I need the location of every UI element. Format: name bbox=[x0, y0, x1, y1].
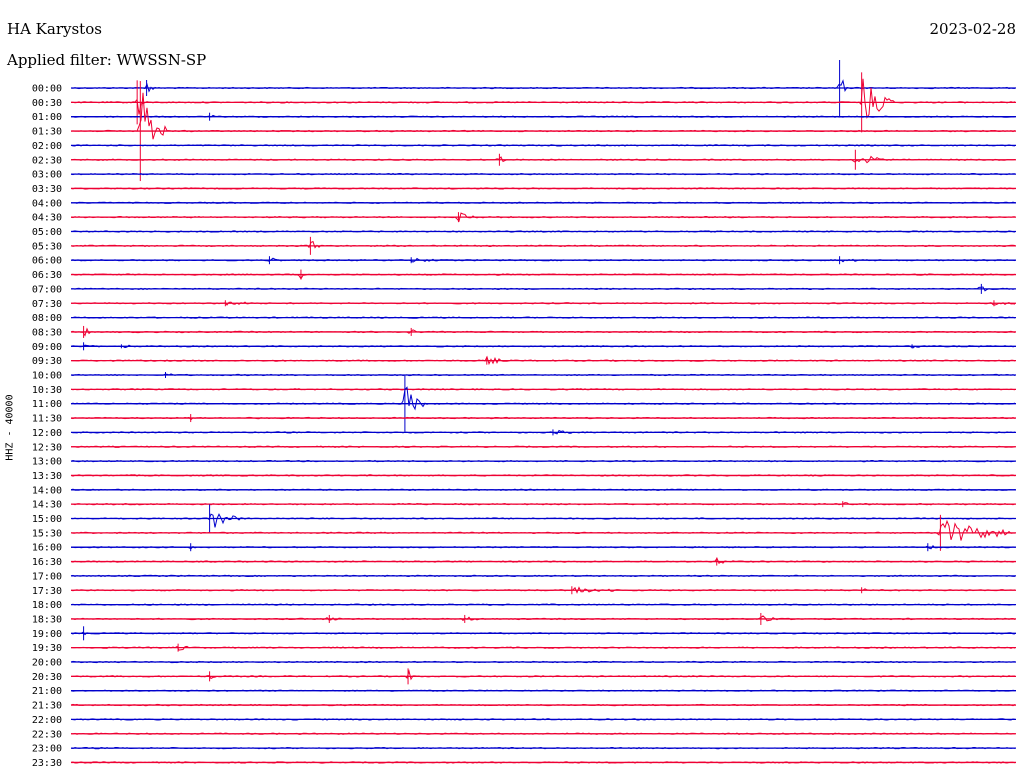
row-time-label: 01:00 bbox=[32, 112, 62, 123]
row-time-label: 12:00 bbox=[32, 428, 62, 439]
row-time-label: 06:00 bbox=[32, 256, 62, 267]
row-time-label: 11:30 bbox=[32, 414, 62, 425]
row-time-label: 18:00 bbox=[32, 600, 62, 611]
row-time-label: 11:00 bbox=[32, 399, 62, 410]
row-time-label: 19:00 bbox=[32, 629, 62, 640]
row-time-label: 13:30 bbox=[32, 471, 62, 482]
row-time-label: 04:00 bbox=[32, 198, 62, 209]
row-time-label: 07:00 bbox=[32, 284, 62, 295]
row-time-label: 03:30 bbox=[32, 184, 62, 195]
row-time-label: 23:00 bbox=[32, 744, 62, 755]
row-time-label: 17:00 bbox=[32, 571, 62, 582]
row-time-label: 12:30 bbox=[32, 442, 62, 453]
row-time-label: 23:30 bbox=[32, 758, 62, 769]
station-title: HA Karystos bbox=[7, 20, 102, 38]
row-time-label: 21:30 bbox=[32, 701, 62, 712]
row-time-label: 20:00 bbox=[32, 658, 62, 669]
trace-row bbox=[70, 79, 1015, 93]
row-time-label: 06:30 bbox=[32, 270, 62, 281]
row-time-label: 13:00 bbox=[32, 457, 62, 468]
row-time-label: 09:30 bbox=[32, 356, 62, 367]
row-time-label: 15:00 bbox=[32, 514, 62, 525]
trace-row bbox=[70, 669, 1015, 681]
row-time-label: 00:00 bbox=[32, 84, 62, 95]
row-time-label: 18:30 bbox=[32, 614, 62, 625]
row-time-label: 14:30 bbox=[32, 500, 62, 511]
row-time-label: 22:00 bbox=[32, 715, 62, 726]
row-time-label: 09:00 bbox=[32, 342, 62, 353]
time-axis: 00:00 00:30 01:00 01:30 02:00 02:30 03:00 03:30… bbox=[32, 84, 62, 769]
row-time-label: 15:30 bbox=[32, 528, 62, 539]
row-time-label: 05:00 bbox=[32, 227, 62, 238]
row-time-label: 03:00 bbox=[32, 170, 62, 181]
trace-row bbox=[70, 513, 1016, 528]
row-time-label: 14:00 bbox=[32, 485, 62, 496]
row-time-label: 07:30 bbox=[32, 299, 62, 310]
row-time-label: 00:30 bbox=[32, 98, 62, 109]
row-time-label: 16:00 bbox=[32, 543, 62, 554]
filter-label: Applied filter: WWSSN-SP bbox=[7, 51, 207, 69]
row-time-label: 05:30 bbox=[32, 241, 62, 252]
trace-row bbox=[70, 557, 1016, 564]
trace-row bbox=[71, 78, 1016, 119]
row-time-label: 01:30 bbox=[32, 127, 62, 138]
row-time-label: 02:30 bbox=[32, 155, 62, 166]
row-time-label: 08:00 bbox=[32, 313, 62, 324]
row-time-label: 16:30 bbox=[32, 557, 62, 568]
row-time-label: 20:30 bbox=[32, 672, 62, 683]
row-time-label: 21:00 bbox=[32, 686, 62, 697]
row-time-label: 10:00 bbox=[32, 371, 62, 382]
row-time-label: 17:30 bbox=[32, 586, 62, 597]
trace-row bbox=[70, 386, 1016, 411]
record-date: 2023-02-28 bbox=[929, 20, 1016, 38]
row-time-label: 19:30 bbox=[32, 643, 62, 654]
row-time-label: 02:00 bbox=[32, 141, 62, 152]
trace-row bbox=[70, 240, 1016, 249]
row-time-label: 08:30 bbox=[32, 327, 62, 338]
trace-group bbox=[70, 60, 1016, 764]
trace-row bbox=[70, 519, 1015, 541]
row-time-label: 22:30 bbox=[32, 729, 62, 740]
row-time-label: 10:30 bbox=[32, 385, 62, 396]
row-time-label: 04:30 bbox=[32, 213, 62, 224]
